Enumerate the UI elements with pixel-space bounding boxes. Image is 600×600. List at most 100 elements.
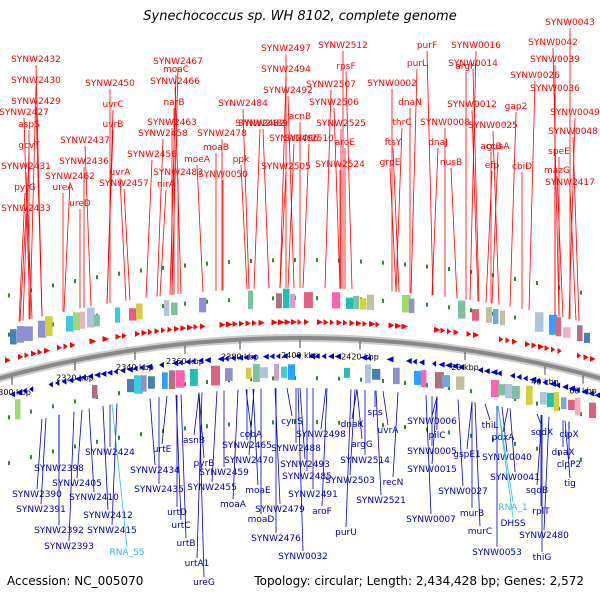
forward-gene-arrow	[148, 329, 153, 336]
reverse-leader-line	[232, 389, 239, 500]
reverse-gene-arrow	[406, 358, 412, 365]
forward-gene-label: SYNW2483	[153, 168, 203, 178]
forward-gene-arrow	[24, 352, 29, 359]
tick-dot	[294, 258, 296, 263]
reverse-leader-line	[457, 399, 464, 487]
forward-leader-line	[472, 68, 480, 302]
tick-dot	[52, 449, 54, 454]
forward-gene-label: SYNW2525	[316, 119, 366, 129]
reverse-cog-block	[421, 370, 427, 388]
forward-gene-arrow	[252, 319, 257, 326]
forward-leader-line	[469, 50, 477, 301]
reverse-cog-block	[393, 367, 400, 385]
tick-dot	[184, 301, 186, 306]
reverse-cog-block	[554, 391, 560, 412]
forward-cog-block	[17, 326, 24, 343]
forward-gene-label: grpE	[380, 158, 401, 168]
reverse-leader-line	[180, 394, 187, 539]
forward-gene-arrow	[167, 326, 173, 333]
tick-dot	[8, 415, 10, 420]
forward-gene-arrow	[343, 319, 348, 326]
forward-leader-line	[156, 138, 164, 297]
forward-gene-arrow	[525, 341, 531, 348]
forward-leader-line	[119, 177, 127, 301]
reverse-gene-arrow	[458, 364, 465, 371]
reverse-gene-label: urtC	[171, 521, 190, 531]
tick-dot	[470, 433, 472, 438]
forward-gene-label: gcvT	[18, 141, 40, 151]
reverse-gene-label: murC	[468, 527, 492, 537]
forward-gene-arrow	[505, 337, 510, 344]
forward-leader-line	[242, 108, 250, 290]
reverse-gene-arrow	[438, 361, 445, 368]
reverse-gene-arrow	[308, 353, 315, 360]
forward-gene-label: ureD	[69, 199, 91, 209]
forward-gene-arrow	[512, 338, 518, 345]
forward-cog-block	[94, 314, 100, 327]
rna-gene-label: RNA_1	[498, 503, 527, 513]
forward-gene-arrow	[577, 352, 582, 359]
reverse-leader-line	[320, 388, 327, 430]
tick-dot	[536, 401, 538, 406]
reverse-gene-label: SYNW2391	[16, 505, 66, 515]
reverse-leader-line	[248, 388, 255, 456]
forward-gene-label: SYNW0025	[468, 121, 518, 131]
forward-gene-label: SYNW2524	[315, 160, 365, 170]
forward-cog-block	[136, 303, 143, 320]
reverse-leader-line	[76, 409, 83, 479]
reverse-gene-arrow	[94, 372, 101, 379]
forward-gene-arrow	[57, 344, 62, 351]
forward-gene-arrow	[362, 320, 367, 327]
reverse-gene-arrow	[367, 354, 372, 361]
reverse-cog-block	[498, 384, 507, 396]
reverse-gene-arrow	[146, 363, 153, 370]
reverse-gene-arrow	[250, 354, 257, 361]
tick-dot	[140, 432, 142, 437]
tick-dot	[426, 302, 428, 307]
reverse-cog-block	[414, 370, 423, 385]
reverse-gene-label: thiL	[482, 421, 499, 431]
forward-leader-line	[431, 147, 439, 296]
forward-cog-block	[346, 297, 354, 309]
reverse-gene-arrow	[588, 390, 595, 397]
forward-leader-line	[324, 89, 332, 289]
forward-leader-line	[287, 95, 295, 289]
scale-tick-label: 2420 kbp	[341, 353, 379, 362]
tick-dot	[52, 283, 54, 288]
forward-gene-label: nusB	[440, 158, 462, 168]
reverse-gene-label: SYNW2459	[199, 468, 249, 478]
forward-gene-label: SYNW2467	[153, 57, 203, 67]
reverse-leader-line	[40, 417, 47, 505]
forward-gene-label: SYNW2494	[261, 65, 311, 75]
forward-leader-line	[123, 188, 131, 301]
forward-gene-label: uvrB	[103, 120, 124, 130]
forward-leader-line	[509, 111, 517, 307]
forward-gene-label: moaB	[203, 143, 229, 153]
reverse-gene-arrow	[419, 359, 425, 366]
reverse-gene-label: SYNW2485	[282, 472, 332, 482]
forward-leader-line	[492, 130, 500, 305]
forward-gene-arrow	[434, 326, 441, 333]
forward-gene-arrow	[369, 321, 376, 328]
reverse-leader-line	[252, 388, 259, 486]
reverse-cog-block	[442, 375, 451, 388]
reverse-gene-arrow	[575, 387, 580, 394]
forward-gene-arrow	[453, 329, 459, 336]
forward-gene-label: SYNW2492	[263, 86, 313, 96]
forward-cog-block	[549, 314, 558, 335]
forward-gene-arrow	[245, 320, 251, 327]
forward-gene-label: SYNW2436	[59, 157, 109, 167]
forward-gene-arrow	[499, 336, 504, 343]
reverse-gene-arrow	[55, 380, 60, 387]
reverse-gene-arrow	[68, 377, 74, 384]
reverse-gene-label: SYNW2392	[34, 526, 84, 536]
tick-dot	[206, 261, 208, 266]
reverse-leader-line	[198, 392, 205, 459]
reverse-cog-block	[253, 363, 260, 383]
forward-gene-label: SYNW2507	[306, 80, 356, 90]
reverse-leader-line	[501, 406, 508, 453]
forward-gene-arrow	[388, 322, 395, 329]
forward-gene-label: SYNW2497	[261, 44, 311, 54]
reverse-gene-arrow	[230, 355, 236, 362]
